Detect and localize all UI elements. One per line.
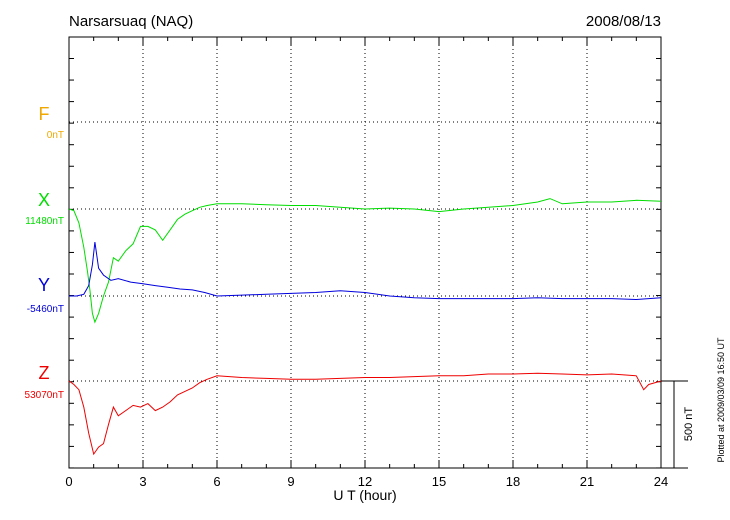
series-baseline-x: 11480nT <box>25 216 64 227</box>
plotted-timestamp: Plotted at 2009/03/09 16:50 UT <box>716 337 726 463</box>
x-tick-label: 24 <box>654 474 668 489</box>
series-baseline-f: 0nT <box>47 130 64 141</box>
series-baseline-y: -5460nT <box>27 304 64 315</box>
tick-layer <box>68 37 662 469</box>
x-tick-label: 9 <box>287 474 294 489</box>
series-name-x: X <box>38 190 50 210</box>
x-tick-label: 15 <box>432 474 446 489</box>
series-name-z: Z <box>39 363 50 383</box>
station-title: Narsarsuaq (NAQ) <box>69 13 193 30</box>
series-name-f: F <box>39 104 50 124</box>
x-tick-label: 18 <box>506 474 520 489</box>
series-line-x <box>68 198 662 324</box>
series-name-y: Y <box>38 275 50 295</box>
series-labels: F 0nT X 11480nT Y -5460nT Z 53070nT <box>25 104 64 401</box>
series-line-z <box>68 372 662 456</box>
date-label: 2008/08/13 <box>586 13 661 30</box>
scale-bar-label: 500 nT <box>683 407 695 442</box>
x-tick-labels: 0 3 6 9 12 15 18 21 24 <box>65 474 668 489</box>
series-baseline-z: 53070nT <box>25 390 64 401</box>
grid-layer <box>69 37 661 468</box>
x-tick-label: 21 <box>580 474 594 489</box>
series-layer <box>68 198 662 456</box>
scale-bar: 500 nT <box>661 380 695 469</box>
x-tick-label: 0 <box>65 474 72 489</box>
x-tick-label: 6 <box>213 474 220 489</box>
x-tick-label: 12 <box>358 474 372 489</box>
x-axis-label: U T (hour) <box>333 487 396 503</box>
x-tick-label: 3 <box>139 474 146 489</box>
series-line-y <box>69 242 662 301</box>
